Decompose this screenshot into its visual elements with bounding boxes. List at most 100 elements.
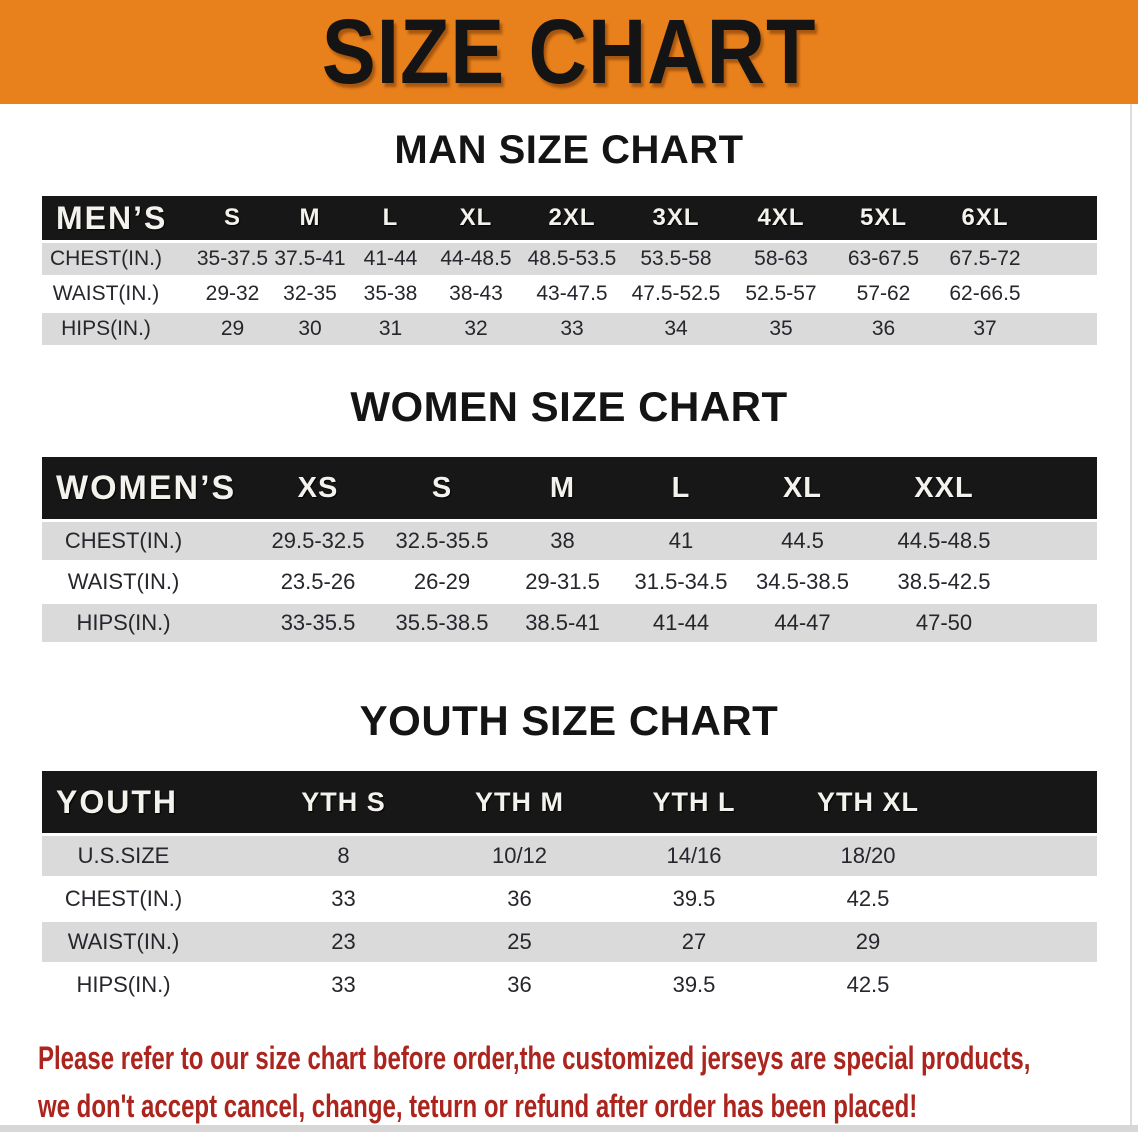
size-value: 33-35.5 [255,604,381,642]
size-column-header: XS [255,457,381,519]
size-column-header: S [195,196,270,240]
banner-title: SIZE CHART [321,1,817,103]
size-column-header: XL [431,196,521,240]
size-value: 48.5-53.5 [521,243,623,275]
size-value: 23.5-26 [255,563,381,601]
spacer-cell [1036,313,1097,345]
size-column-header: 5XL [833,196,934,240]
size-value: 26-29 [381,563,503,601]
table-header-row: MEN’S S M L XL 2XL 3XL 4XL 5XL 6XL [42,196,1097,240]
size-value: 58-63 [729,243,833,275]
table-row: CHEST(IN.) 29.5-32.5 32.5-35.5 38 41 44.5 44.5… [42,522,1097,560]
size-value: 35-37.5 [195,243,270,275]
spacer-cell [1023,604,1097,642]
size-value: 14/16 [607,836,781,876]
size-value: 36 [432,965,607,1005]
size-value: 63-67.5 [833,243,934,275]
spacer-cell [1023,563,1097,601]
table-row: WAIST(IN.) 23 25 27 29 [42,922,1097,962]
row-label: HIPS(IN.) [42,965,255,1005]
spacer-cell [955,879,1097,919]
size-value: 29 [781,922,955,962]
size-value: 35-38 [350,278,431,310]
size-value: 41 [622,522,740,560]
table-row: WAIST(IN.) 23.5-26 26-29 29-31.5 31.5-34.5 34… [42,563,1097,601]
spacer-cell [955,965,1097,1005]
disclaimer-line-2: we don't accept cancel, change, teturn o… [38,1088,918,1124]
size-value: 25 [432,922,607,962]
table-row: HIPS(IN.) 29 30 31 32 33 34 35 36 37 [42,313,1097,345]
size-value: 27 [607,922,781,962]
row-label: WAIST(IN.) [42,278,195,310]
size-chart-banner: SIZE CHART [0,0,1138,104]
right-edge-line [1130,104,1132,1125]
row-label: HIPS(IN.) [42,313,195,345]
size-value: 33 [255,965,432,1005]
table-row: CHEST(IN.) 33 36 39.5 42.5 [42,879,1097,919]
size-value: 41-44 [350,243,431,275]
size-value: 35 [729,313,833,345]
size-value: 47.5-52.5 [623,278,729,310]
table-row: CHEST(IN.) 35-37.5 37.5-41 41-44 44-48.5 48.5… [42,243,1097,275]
row-label: U.S.SIZE [42,836,255,876]
size-value: 29 [195,313,270,345]
size-column-header: S [381,457,503,519]
size-value: 31 [350,313,431,345]
size-value: 39.5 [607,965,781,1005]
size-value: 57-62 [833,278,934,310]
women-section-heading: WOMEN SIZE CHART [350,383,788,430]
size-value: 10/12 [432,836,607,876]
size-column-header: M [503,457,622,519]
spacer-cell [955,771,1097,833]
row-label: WAIST(IN.) [42,922,255,962]
bottom-edge-line [0,1125,1138,1132]
size-column-header: 4XL [729,196,833,240]
size-column-header: YTH M [432,771,607,833]
size-column-header: L [622,457,740,519]
size-value: 31.5-34.5 [622,563,740,601]
size-column-header: YTH S [255,771,432,833]
size-value: 47-50 [865,604,1023,642]
size-value: 36 [432,879,607,919]
size-value: 32-35 [270,278,350,310]
size-value: 67.5-72 [934,243,1036,275]
spacer-cell [1036,196,1097,240]
row-label: CHEST(IN.) [42,879,255,919]
table-header-row: YOUTH YTH S YTH M YTH L YTH XL [42,771,1097,833]
size-value: 33 [521,313,623,345]
size-column-header: YTH L [607,771,781,833]
size-value: 44-47 [740,604,865,642]
size-value: 38-43 [431,278,521,310]
size-value: 62-66.5 [934,278,1036,310]
size-column-header: M [270,196,350,240]
size-value: 41-44 [622,604,740,642]
youth-size-table: YOUTH YTH S YTH M YTH L YTH XL U.S.SIZE 8 10/12… [42,768,1097,1008]
table-row: HIPS(IN.) 33-35.5 35.5-38.5 38.5-41 41-44 44-… [42,604,1097,642]
spacer-cell [1023,522,1097,560]
size-value: 53.5-58 [623,243,729,275]
spacer-cell [955,836,1097,876]
row-label: WAIST(IN.) [42,563,255,601]
size-value: 33 [255,879,432,919]
spacer-cell [1036,278,1097,310]
size-value: 32.5-35.5 [381,522,503,560]
spacer-cell [955,922,1097,962]
size-value: 38.5-42.5 [865,563,1023,601]
size-value: 42.5 [781,965,955,1005]
size-value: 52.5-57 [729,278,833,310]
size-value: 43-47.5 [521,278,623,310]
table-row: U.S.SIZE 8 10/12 14/16 18/20 [42,836,1097,876]
size-column-header: YTH XL [781,771,955,833]
size-value: 35.5-38.5 [381,604,503,642]
size-value: 8 [255,836,432,876]
size-value: 30 [270,313,350,345]
table-corner-label: MEN’S [42,196,195,240]
men-section-heading: MAN SIZE CHART [394,128,744,172]
table-row: WAIST(IN.) 29-32 32-35 35-38 38-43 43-47.5 47.… [42,278,1097,310]
youth-section-heading: YOUTH SIZE CHART [359,697,779,744]
size-value: 18/20 [781,836,955,876]
size-value: 37.5-41 [270,243,350,275]
size-column-header: 2XL [521,196,623,240]
size-column-header: 3XL [623,196,729,240]
size-value: 29.5-32.5 [255,522,381,560]
